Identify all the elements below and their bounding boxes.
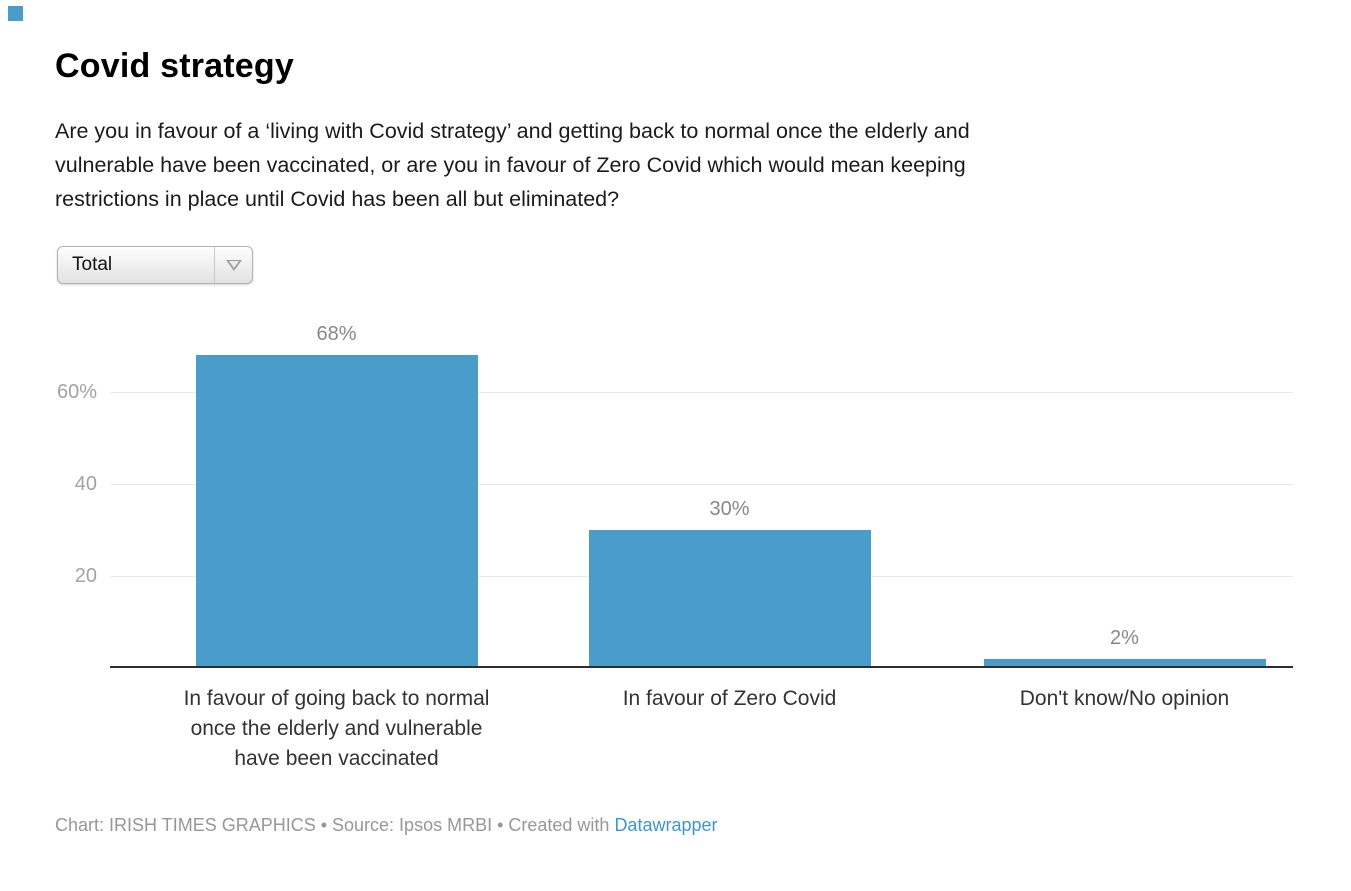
chevron-down-icon	[225, 259, 242, 271]
category-label-line: once the elderly and vulnerable	[190, 717, 483, 740]
credit-text: Chart: IRISH TIMES GRAPHICS • Source: Ip…	[55, 815, 615, 835]
dropdown-selected-value: Total	[72, 254, 113, 275]
category-label-line: In favour of Zero Covid	[622, 687, 837, 710]
x-axis-line	[110, 666, 1293, 668]
category-label-line: In favour of going back to normal	[183, 687, 490, 710]
description-line: Are you in favour of a ‘living with Covi…	[55, 119, 970, 143]
dropdown-arrow-box	[214, 247, 252, 283]
chart-footer: Chart: IRISH TIMES GRAPHICS • Source: Ip…	[55, 813, 718, 837]
category-filter-dropdown[interactable]: Total	[57, 246, 253, 284]
bar-value-label: 68%	[316, 323, 357, 346]
description-line: vulnerable have been vaccinated, or are …	[55, 153, 966, 177]
bar[interactable]	[983, 658, 1266, 668]
category-label-line: have been vaccinated	[234, 747, 439, 770]
gridline	[110, 392, 1293, 393]
x-axis-category-label: Don't know/No opinion	[925, 684, 1325, 714]
datawrapper-link[interactable]: Datawrapper	[614, 815, 718, 835]
y-axis-tick-label: 60%	[56, 381, 97, 403]
x-axis-category-label: In favour of Zero Covid	[530, 684, 930, 714]
category-label-line: Don't know/No opinion	[1019, 687, 1230, 710]
bar-value-label: 30%	[709, 498, 750, 520]
corner-accent-square	[8, 6, 23, 21]
bar[interactable]	[195, 355, 478, 668]
gridline	[110, 484, 1293, 485]
bar-value-label: 2%	[1110, 626, 1139, 649]
bar[interactable]	[588, 530, 871, 668]
x-axis-category-label: In favour of going back to normal once th…	[137, 684, 537, 774]
chart-description: Are you in favour of a ‘living with Covi…	[55, 114, 970, 216]
y-axis-tick-label: 20	[74, 565, 97, 587]
description-line: restrictions in place until Covid has be…	[55, 187, 620, 211]
y-axis-tick-label: 40	[74, 473, 97, 495]
chart-title: Covid strategy	[55, 47, 294, 85]
